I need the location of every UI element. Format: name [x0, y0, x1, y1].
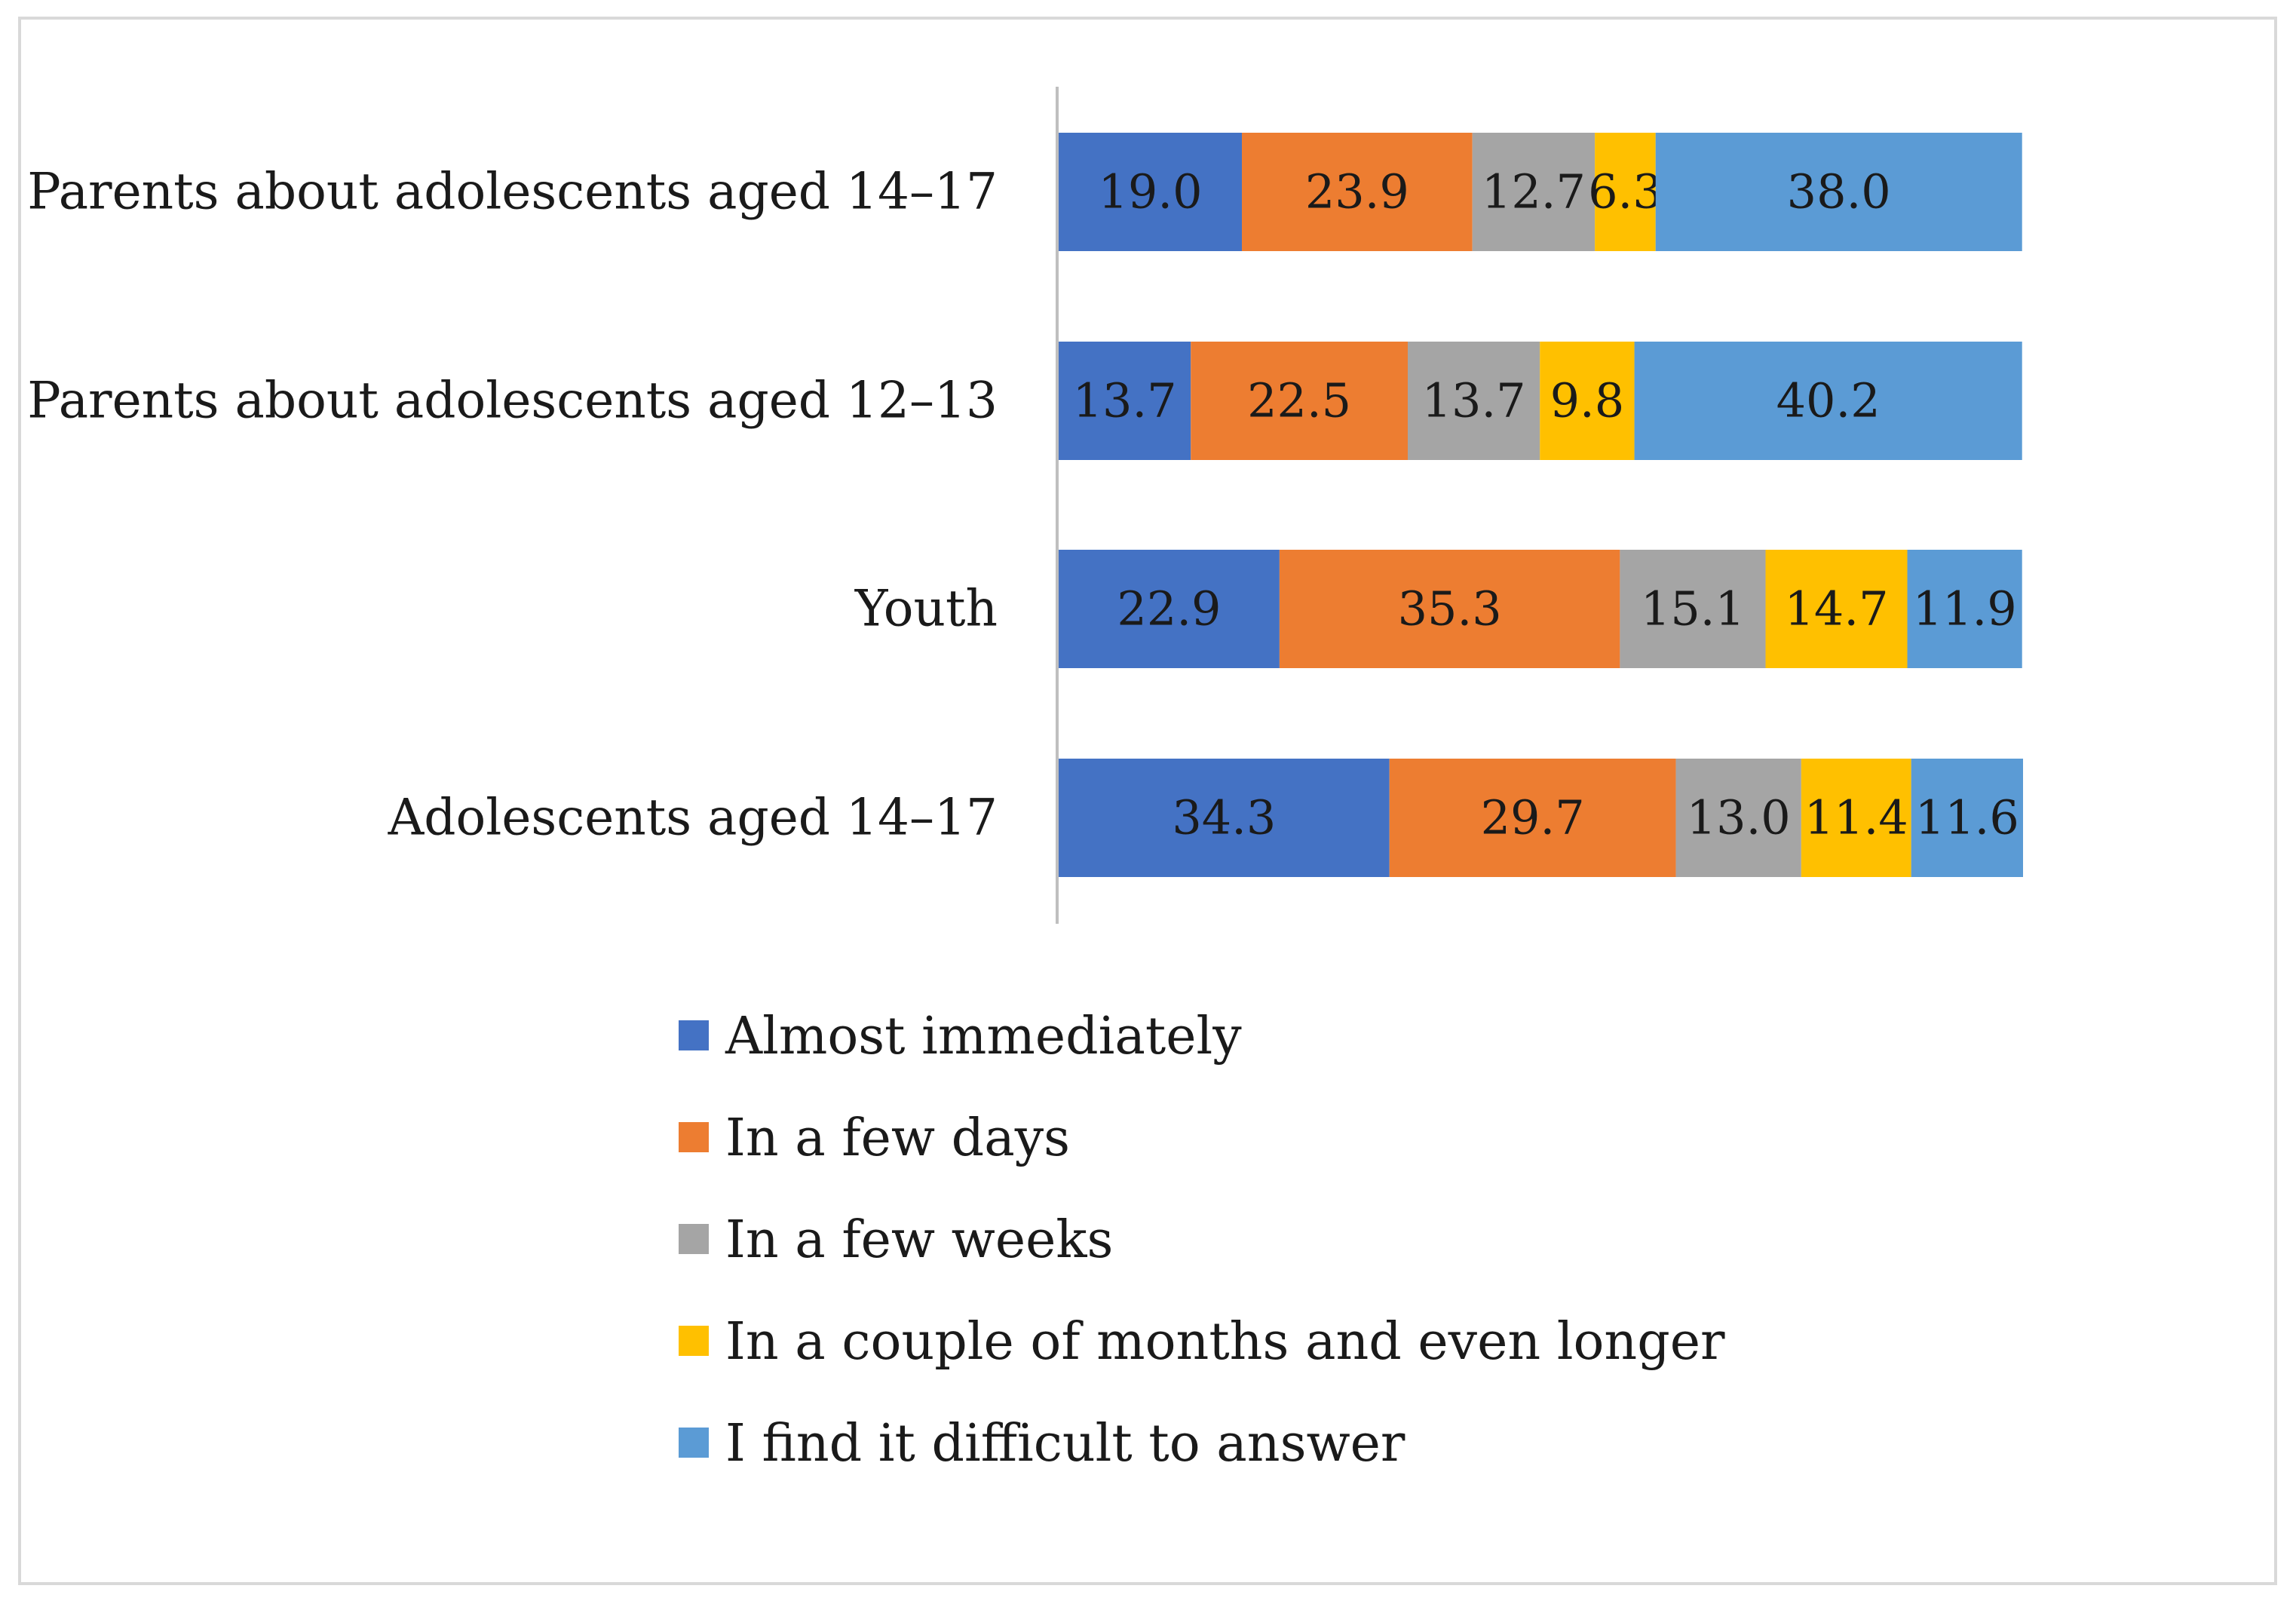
- data-label-in-a-few-weeks-parents-about-adolescents-aged-12-13: 13.7: [1422, 373, 1526, 428]
- data-label-i-find-it-difficult-to-answer-youth: 11.9: [1913, 581, 2017, 636]
- bar-segment-almost-immediately-parents-about-adolescents-aged-12-13: [1059, 342, 1191, 460]
- bar-segment-in-a-few-days-youth: [1279, 550, 1620, 668]
- legend-label-almost-immediately: Almost immediately: [725, 1007, 1242, 1066]
- legend-label-in-a-few-weeks: In a few weeks: [725, 1210, 1113, 1270]
- legend-label-i-find-it-difficult-to-answer: I find it difficult to answer: [725, 1414, 1405, 1474]
- category-label-parents-about-adolescents-aged-14-17: Parents about adolescents aged 14–17: [27, 163, 998, 221]
- data-label-in-a-few-days-adolescents-aged-14-17: 29.7: [1481, 790, 1585, 845]
- bars-layer: 19.0 23.9 12.7 6.3 38.0 13.7 22.5 13.7 9.8 40.2 22…: [1059, 133, 2023, 877]
- data-label-i-find-it-difficult-to-answer-adolescents-aged-14-17: 11.6: [1915, 790, 2019, 845]
- data-label-in-a-few-weeks-adolescents-aged-14-17: 13.0: [1687, 790, 1791, 845]
- legend-label-in-a-few-days: In a few days: [725, 1109, 1070, 1168]
- bar-segment-in-a-couple-of-months-and-even-longer-adolescents-aged-14-17: [1801, 759, 1911, 877]
- data-label-in-a-few-days-youth: 35.3: [1398, 581, 1502, 636]
- bar-segment-in-a-couple-of-months-and-even-longer-parents-about-adolescents-aged-12-13: [1540, 342, 1635, 460]
- bar-segment-in-a-few-days-parents-about-adolescents-aged-12-13: [1191, 342, 1408, 460]
- bar-segment-in-a-few-weeks-parents-about-adolescents-aged-14-17: [1472, 133, 1596, 251]
- bar-segment-in-a-few-days-parents-about-adolescents-aged-14-17: [1242, 133, 1473, 251]
- bar-segment-in-a-few-weeks-parents-about-adolescents-aged-12-13: [1408, 342, 1540, 460]
- bar-segment-i-find-it-difficult-to-answer-adolescents-aged-14-17: [1911, 759, 2023, 877]
- bar-segment-i-find-it-difficult-to-answer-youth: [1907, 550, 2022, 668]
- bar-segment-almost-immediately-parents-about-adolescents-aged-14-17: [1059, 133, 1243, 251]
- data-label-almost-immediately-youth: 22.9: [1117, 581, 1221, 636]
- data-label-in-a-couple-of-months-and-even-longer-parents-about-adolescents-aged-14-17: 6.3: [1588, 164, 1663, 219]
- data-label-almost-immediately-parents-about-adolescents-aged-14-17: 19.0: [1098, 164, 1202, 219]
- data-label-almost-immediately-parents-about-adolescents-aged-12-13: 13.7: [1073, 373, 1177, 428]
- legend-swatch-in-a-few-weeks: [679, 1224, 709, 1254]
- legend-swatch-in-a-few-days: [679, 1122, 709, 1152]
- data-label-in-a-couple-of-months-and-even-longer-youth: 14.7: [1784, 581, 1888, 636]
- data-label-in-a-couple-of-months-and-even-longer-parents-about-adolescents-aged-12-13: 9.8: [1550, 373, 1625, 428]
- data-label-i-find-it-difficult-to-answer-parents-about-adolescents-aged-14-17: 38.0: [1787, 164, 1891, 219]
- bar-segment-in-a-few-weeks-adolescents-aged-14-17: [1675, 759, 1801, 877]
- bar-segment-almost-immediately-adolescents-aged-14-17: [1059, 759, 1390, 877]
- data-label-almost-immediately-adolescents-aged-14-17: 34.3: [1172, 790, 1276, 845]
- legend: Almost immediately In a few days In a few …: [679, 1007, 1725, 1474]
- data-label-in-a-couple-of-months-and-even-longer-adolescents-aged-14-17: 11.4: [1804, 790, 1908, 845]
- bar-segment-in-a-couple-of-months-and-even-longer-parents-about-adolescents-aged-14-17: [1595, 133, 1656, 251]
- category-label-youth: Youth: [854, 580, 998, 638]
- legend-label-in-a-couple-of-months-and-even-longer: In a couple of months and even longer: [725, 1312, 1725, 1372]
- bar-segment-in-a-few-weeks-youth: [1620, 550, 1766, 668]
- bar-segment-i-find-it-difficult-to-answer-parents-about-adolescents-aged-14-17: [1655, 133, 2022, 251]
- bar-segment-in-a-few-days-adolescents-aged-14-17: [1389, 759, 1676, 877]
- data-label-in-a-few-weeks-youth: 15.1: [1641, 581, 1745, 636]
- category-label-adolescents-aged-14-17: Adolescents aged 14–17: [388, 789, 998, 847]
- legend-swatch-in-a-couple-of-months-and-even-longer: [679, 1326, 709, 1356]
- bar-segment-i-find-it-difficult-to-answer-parents-about-adolescents-aged-12-13: [1634, 342, 2022, 460]
- bar-segment-in-a-couple-of-months-and-even-longer-youth: [1765, 550, 1908, 668]
- bar-segment-almost-immediately-youth: [1059, 550, 1280, 668]
- category-label-parents-about-adolescents-aged-12-13: Parents about adolescents aged 12–13: [27, 372, 998, 430]
- legend-swatch-i-find-it-difficult-to-answer: [679, 1428, 709, 1458]
- data-label-in-a-few-days-parents-about-adolescents-aged-12-13: 22.5: [1247, 373, 1351, 428]
- data-label-i-find-it-difficult-to-answer-parents-about-adolescents-aged-12-13: 40.2: [1776, 373, 1881, 428]
- data-label-in-a-few-weeks-parents-about-adolescents-aged-14-17: 12.7: [1482, 164, 1586, 219]
- legend-swatch-almost-immediately: [679, 1020, 709, 1050]
- data-label-in-a-few-days-parents-about-adolescents-aged-14-17: 23.9: [1305, 164, 1409, 219]
- category-labels-layer: Parents about adolescents aged 14–17 Pare…: [27, 163, 998, 847]
